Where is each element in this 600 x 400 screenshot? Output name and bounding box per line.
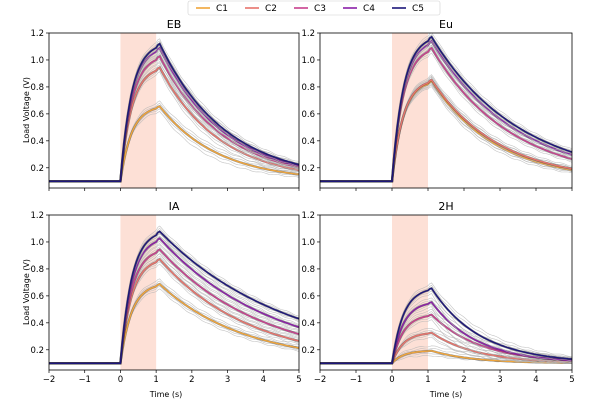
y-tick-label: 1.0 [301,56,315,66]
mean-trace [320,78,572,182]
series-c4 [49,232,299,365]
series-c5 [49,38,299,183]
panel-title: 2H [438,200,453,213]
legend-label-c4: C4 [363,4,375,14]
y-tick-label: 0.6 [30,110,44,120]
axes-frame [48,32,300,189]
series-c5 [320,282,572,365]
y-tick-label: 0.8 [301,265,315,275]
x-tick-label: −2 [314,375,327,385]
legend-label-c1: C1 [216,4,228,14]
y-tick-label: 0.2 [30,164,44,174]
x-tick-label: 4 [533,375,538,385]
panel-title: IA [169,200,180,213]
panel-eb: EB 0.2 0.4 0.6 0.8 1.0 1.2 [30,18,300,191]
panel-title: Eu [439,18,453,31]
panel-2h: 2H 0.2 0.4 0.6 0.8 1.0 1.2 −2 −1 0 1 2 3 4 5 [301,200,574,385]
mean-outline [320,78,572,183]
y-tick-label: 0.4 [301,319,315,329]
legend: C1 C2 C3 C4 C5 [187,0,441,16]
trial-trace [49,255,299,364]
y-tick-label: 0.4 [30,319,44,329]
y-tick-label: 1.2 [301,211,315,221]
y-tick-label: 1.0 [301,238,315,248]
x-tick-label: 1 [153,375,158,385]
panel-title: EB [167,18,182,31]
trial-trace [320,82,572,182]
x-tick-label: 5 [569,375,574,385]
y-tick-label: 1.2 [30,211,44,221]
y-tick-label: 0.8 [30,265,44,275]
series-c1 [49,100,299,183]
x-tick-label: 0 [118,375,123,385]
legend-label-c3: C3 [314,4,326,14]
mean-trace [49,258,299,364]
y-tick-label: 1.2 [301,29,315,39]
trial-trace [49,253,299,364]
y-tick-label: 0.2 [30,346,44,356]
axes-frame [319,214,573,371]
axes-frame [48,214,300,371]
mean-trace [320,287,572,364]
y-tick-label: 0.4 [301,137,315,147]
legend-label-c5: C5 [412,4,424,14]
mean-trace [49,230,299,364]
series-c2 [49,253,299,365]
series-c1 [320,75,572,183]
y-axis-label-top: Load Voltage (V) [22,77,31,143]
x-tick-label: 2 [189,375,194,385]
legend-label-c2: C2 [265,4,277,14]
trial-trace [49,235,299,364]
x-tick-label: 1 [425,375,430,385]
trial-trace [49,236,299,364]
y-tick-label: 0.2 [301,164,315,174]
y-axis-label-bottom: Load Voltage (V) [22,259,31,325]
panel-eu: Eu 0.2 0.4 0.6 0.8 1.0 1.2 [301,18,573,191]
legend-frame [187,0,441,16]
series-c5 [49,225,299,365]
x-tick-label: 4 [261,375,266,385]
y-tick-label: 1.0 [30,56,44,66]
y-tick-label: 1.2 [30,29,44,39]
x-tick-label: 3 [225,375,230,385]
stimulus-window [392,33,428,188]
mean-trace [320,35,572,182]
x-tick-label: −2 [43,375,56,385]
mean-trace [49,42,299,182]
x-tick-label: −1 [350,375,363,385]
x-tick-label: 2 [461,375,466,385]
y-tick-label: 0.6 [301,292,315,302]
y-tick-label: 0.6 [30,292,44,302]
trial-trace [320,76,572,182]
trial-trace [320,75,572,182]
x-axis-label-right: Time (s) [429,390,463,399]
y-tick-label: 0.8 [30,83,44,93]
series-c5 [320,33,572,183]
x-tick-label: 0 [389,375,394,385]
axes-frame [319,32,573,189]
trial-trace [49,253,299,364]
y-tick-label: 0.8 [301,83,315,93]
x-tick-label: −1 [78,375,91,385]
panel-ia: IA 0.2 0.4 0.6 0.8 1.0 1.2 −2 −1 0 1 2 3 4 5 [30,200,301,385]
x-tick-label: 3 [497,375,502,385]
x-tick-label: 5 [296,375,301,385]
y-tick-label: 0.4 [30,137,44,147]
y-tick-label: 0.6 [301,110,315,120]
y-tick-label: 1.0 [30,238,44,248]
x-axis-label-left: Time (s) [149,390,183,399]
y-tick-label: 0.2 [301,346,315,356]
